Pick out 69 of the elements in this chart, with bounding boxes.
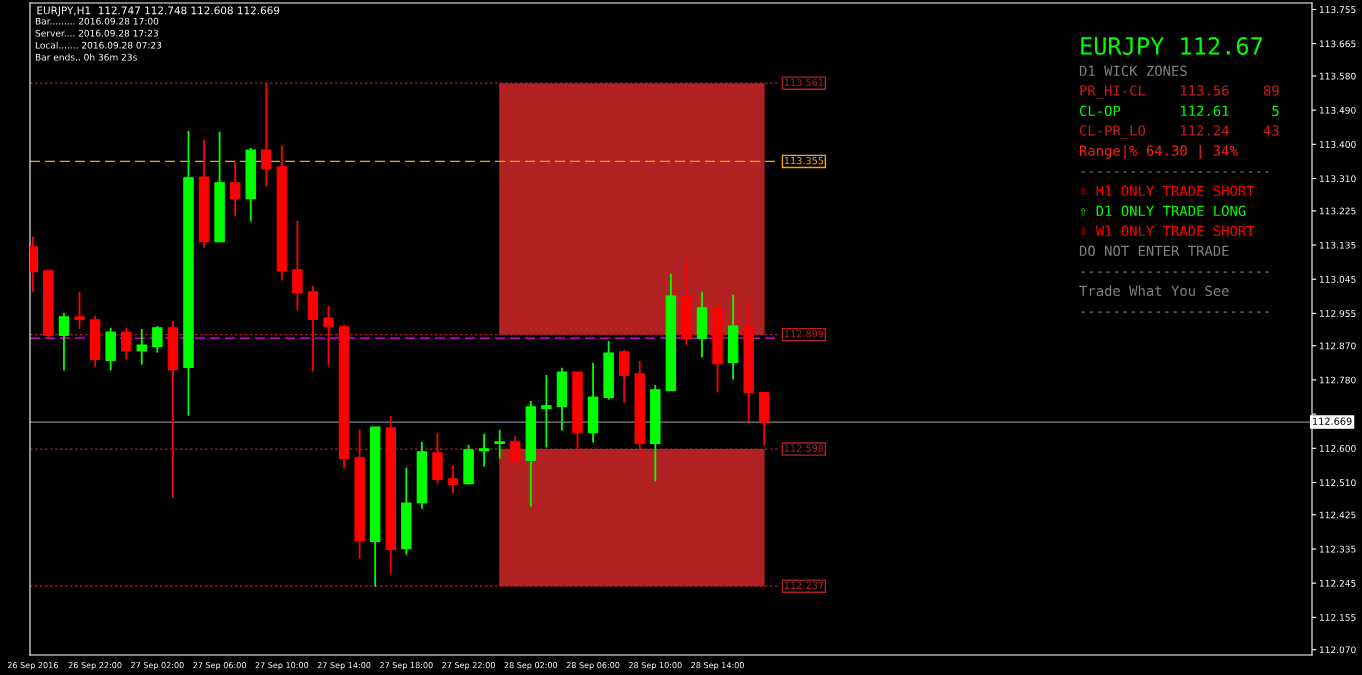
x-tick-label: 26 Sep 2016 (7, 662, 58, 670)
candlestick (323, 304, 334, 367)
annotation: EURJPY 112.67 (1081, 37, 1263, 55)
y-tick-label: 112.245 (1319, 579, 1356, 587)
ref-line-label: 113.355 (784, 156, 824, 165)
ref-line-label: 112.237 (784, 581, 824, 590)
annotation: Bar......... 2016.09.28 17:00 (35, 17, 159, 25)
ref-line-label: 112.899 (784, 330, 824, 338)
y-tick-label: 113.665 (1319, 40, 1356, 48)
y-tick-label: 112.335 (1319, 545, 1356, 553)
x-tick-label: 28 Sep 10:00 (629, 662, 682, 670)
annotation: Range|% 64.30 | 34% (1079, 145, 1238, 159)
candlestick (494, 428, 505, 460)
y-tick-label: 112.155 (1319, 614, 1356, 621)
x-tick-label: 28 Sep 14:00 (691, 662, 744, 670)
x-tick-label: 27 Sep 06:00 (193, 662, 246, 670)
annotation: ----------------------- (1081, 171, 1269, 173)
y-tick-label: 113.225 (1319, 207, 1356, 215)
candlestick (74, 290, 85, 330)
x-tick-label: 28 Sep 02:00 (504, 662, 558, 670)
y-tick-label: 113.755 (1319, 6, 1356, 14)
candlestick (43, 268, 54, 340)
candlestick (712, 303, 723, 394)
annotation: ⇧ D1 ONLY TRADE LONG (1080, 205, 1246, 217)
candlestick (183, 130, 194, 417)
candlestick (681, 260, 692, 346)
x-tick-label: 28 Sep 06:00 (566, 662, 620, 670)
ref-line-label: 112.598 (784, 444, 824, 452)
annotation: Bar ends.. 0h 36m 23s (35, 53, 137, 61)
y-tick-label: 112.870 (1319, 342, 1356, 350)
annotation: CL-OP 112.61 5 (1079, 105, 1279, 117)
annotation: PR_HI-CL 113.56 89 (1080, 85, 1279, 99)
y-tick-label: 112.600 (1319, 445, 1356, 452)
annotation: DO NOT ENTER TRADE (1079, 245, 1229, 257)
ref-line-label: 112.669 (1313, 417, 1352, 425)
x-tick-label: 27 Sep 02:00 (131, 662, 184, 670)
annotation: Trade What You See (1079, 285, 1229, 297)
annotation: CL-PR_LO 112.24 43 (1079, 125, 1279, 139)
y-tick-label: 112.510 (1319, 479, 1356, 487)
x-tick-label: 27 Sep 22:00 (442, 662, 495, 670)
annotation: ⇩ H1 ONLY TRADE SHORT (1080, 185, 1255, 197)
x-tick-label: 27 Sep 14:00 (317, 662, 371, 670)
annotation: ----------------------- (1081, 271, 1269, 273)
x-tick-label: 27 Sep 18:00 (380, 662, 433, 670)
y-tick-label: 113.135 (1319, 241, 1356, 249)
y-tick-label: 112.780 (1319, 376, 1356, 384)
y-tick-label: 113.580 (1319, 72, 1356, 80)
x-tick-label: 27 Sep 10:00 (255, 662, 309, 670)
annotation: Server.... 2016.09.28 17:23 (35, 29, 158, 37)
y-tick-label: 112.070 (1319, 646, 1356, 654)
ref-line-label: 113.561 (784, 78, 824, 86)
candlestick (214, 130, 225, 243)
annotation: Local....... 2016.09.28 07:23 (35, 41, 162, 49)
y-tick-label: 113.310 (1319, 175, 1356, 183)
chart-title: EURJPY,H1 112.747 112.748 112.608 112.669 (37, 6, 280, 17)
y-tick-label: 113.490 (1319, 106, 1356, 114)
annotation: ----------------------- (1081, 311, 1269, 313)
x-tick-label: 26 Sep 22:00 (68, 662, 122, 670)
candlestick (541, 374, 552, 449)
candlestick (463, 443, 474, 486)
y-tick-label: 113.045 (1319, 275, 1356, 283)
y-tick-label: 113.400 (1319, 141, 1356, 148)
y-tick-label: 112.955 (1319, 310, 1356, 317)
annotation: ⇩ W1 ONLY TRADE SHORT (1080, 225, 1255, 237)
candlestick (572, 371, 583, 450)
y-tick-label: 112.425 (1319, 511, 1356, 519)
candlestick (136, 328, 148, 366)
candlestick (432, 431, 443, 485)
annotation: D1 WICK ZONES (1079, 65, 1187, 77)
